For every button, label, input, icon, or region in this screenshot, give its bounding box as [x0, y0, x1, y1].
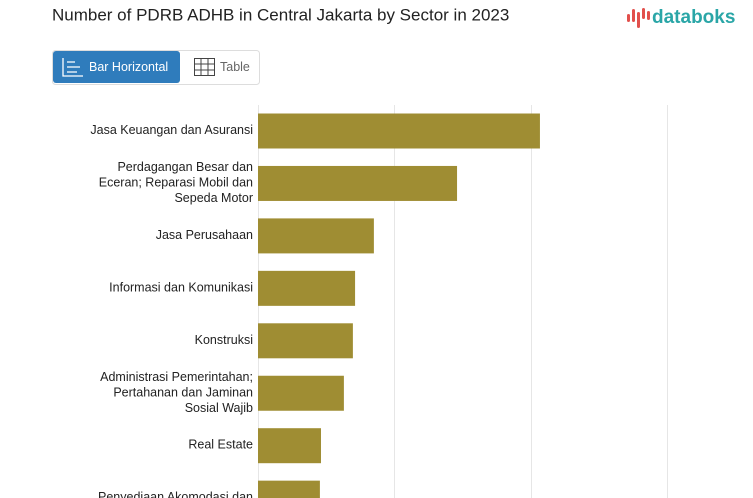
button-label[interactable]: Bar Horizontal	[89, 60, 168, 74]
bar	[258, 323, 353, 359]
bar	[258, 375, 344, 411]
bar	[258, 428, 321, 464]
logo-text: databoks	[652, 7, 735, 28]
bar	[258, 218, 374, 254]
table-button[interactable]	[194, 58, 215, 76]
bar	[258, 113, 540, 149]
y-tick-label: Informasi dan Komunikasi	[109, 281, 253, 295]
bar	[258, 270, 356, 306]
y-tick-label: Perdagangan Besar dan Eceran; Reparasi Mo…	[99, 160, 253, 205]
y-tick-label: Real Estate	[188, 438, 253, 452]
y-tick-label: Penyediaan Akomodasi dan	[98, 490, 253, 498]
y-tick-label: Jasa Keuangan dan Asuransi	[90, 123, 253, 137]
logo: databoks	[627, 7, 735, 28]
bar-horizontal-button[interactable]	[53, 51, 180, 83]
view-toggle: Bar Horizontal Table	[52, 50, 260, 85]
y-tick-label: Jasa Perusahaan	[156, 228, 253, 242]
bar	[258, 165, 458, 201]
y-tick-label: Administrasi Pemerintahan; Pertahanan dan…	[100, 370, 253, 415]
chart-title: Number of PDRB ADHB in Central Jakarta b…	[52, 5, 509, 24]
bar	[258, 480, 320, 498]
y-tick-label: Konstruksi	[195, 333, 253, 347]
button-label[interactable]: Table	[220, 60, 250, 74]
